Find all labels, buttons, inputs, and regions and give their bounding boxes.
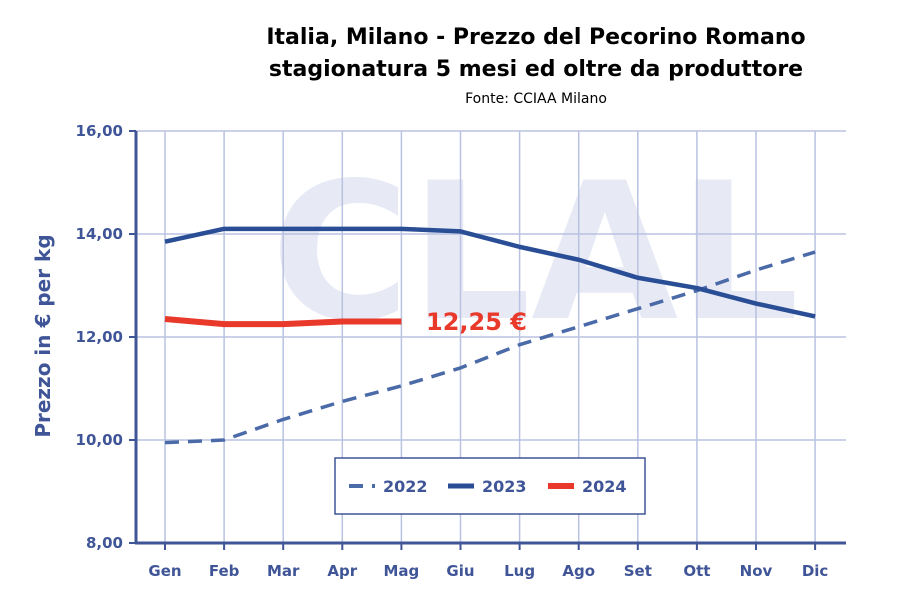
x-tick-label-apr: Apr [327,562,357,580]
legend-label-2023: 2023 [482,477,527,496]
x-tick-label-mar: Mar [267,562,300,580]
x-tick-label-giu: Giu [446,562,474,580]
y-tick-label-2: 12,00 [76,328,123,346]
legend: 2022 2023 2024 [334,457,646,515]
x-tick-label-mag: Mag [384,562,420,580]
legend-box [334,457,646,515]
chart-subtitle: Fonte: CCIAA Milano [465,91,607,107]
x-tick-label-feb: Feb [209,562,240,580]
y-tick-label-1: 10,00 [76,431,123,449]
legend-label-2024: 2024 [582,477,627,496]
x-tick-label-lug: Lug [504,562,535,580]
x-tick-label-set: Set [624,562,652,580]
chart-title-line-1: Italia, Milano - Prezzo del Pecorino Rom… [266,25,805,50]
x-tick-label-ott: Ott [683,562,710,580]
series-line-2024 [164,315,402,328]
series-line-2023 [164,226,816,319]
last-price-annotation: 12,25 € [426,308,527,336]
x-tick-label-gen: Gen [148,562,181,580]
chart-title-line-2: stagionatura 5 mesi ed oltre da produtto… [269,57,803,82]
axes: 8,00 10,00 12,00 14,00 16,00 Gen Feb Mar Apr Mag G… [76,122,846,580]
y-axis-title: Prezzo in € per kg [31,234,55,437]
y-tick-label-3: 14,00 [76,225,123,243]
x-tick-label-ago: Ago [562,562,595,580]
series-line-2022 [164,250,816,445]
x-tick-label-dic: Dic [802,562,828,580]
legend-label-2022: 2022 [383,477,428,496]
y-tick-label-4: 16,00 [76,122,123,140]
series-lines [164,226,816,445]
x-tick-label-nov: Nov [740,562,773,580]
chart-title: Italia, Milano - Prezzo del Pecorino Rom… [266,25,805,107]
y-tick-label-0: 8,00 [86,534,123,552]
